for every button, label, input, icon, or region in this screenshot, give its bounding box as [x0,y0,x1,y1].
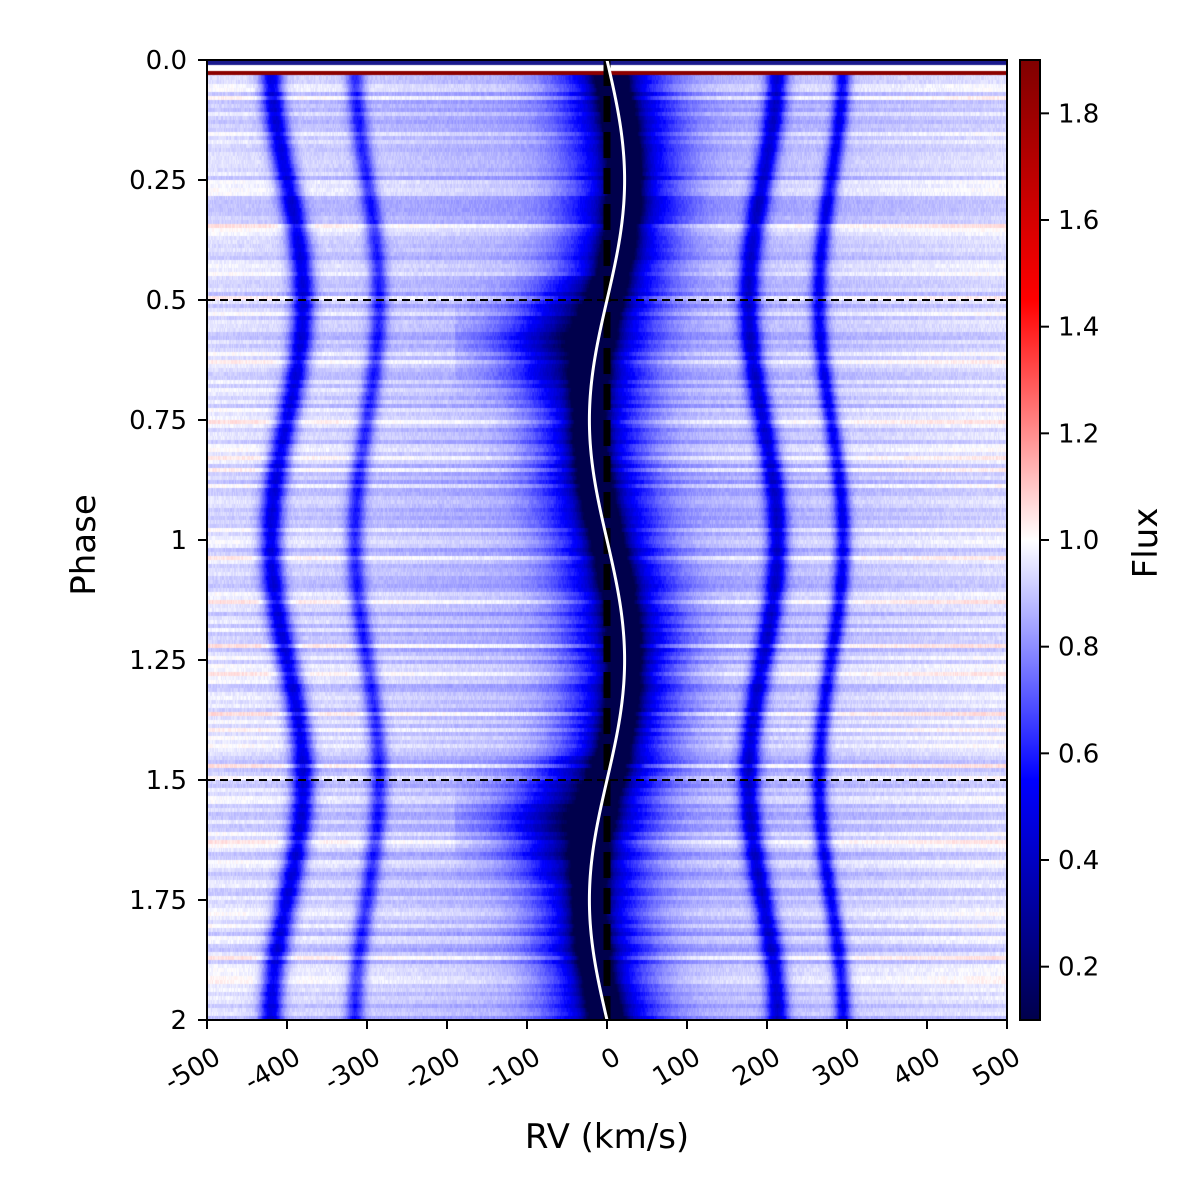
y-tick-label: 1 [170,526,187,556]
y-tick-label: 0.0 [146,46,187,76]
x-axis: -500 -400 -300 -200 -100 0 100 200 300 400 500 [160,1020,1026,1098]
y-tick-label: 1.75 [129,886,187,916]
y-tick-label: 0.25 [129,166,187,196]
colorbar-tick-label: 0.4 [1058,846,1099,876]
colorbar-tick-label: 1.2 [1058,419,1099,449]
colorbar-tick-label: 1.0 [1058,526,1099,556]
colorbar [1019,59,1041,1021]
x-tick-label: -400 [240,1042,306,1097]
x-tick-label: 400 [888,1042,946,1093]
y-axis: 0.0 0.25 0.5 0.75 1 1.25 1.5 1.75 2 [129,46,207,1036]
x-tick-label: 100 [648,1042,706,1093]
y-tick-label: 2 [170,1006,187,1036]
rv-curve [587,60,627,1020]
x-tick-label: 500 [968,1042,1026,1093]
colorbar-tick-label: 0.6 [1058,739,1099,769]
y-axis-label: Phase [64,494,104,596]
colorbar-label: Flux [1126,508,1166,579]
y-tick-label: 0.5 [146,286,187,316]
colorbar-tick-label: 0.8 [1058,633,1099,663]
x-tick-label: 0 [596,1042,625,1076]
y-tick-label: 1.25 [129,646,187,676]
x-tick-label: -100 [480,1042,546,1097]
colorbar-tick-label: 1.6 [1058,206,1099,236]
plot-overlays [207,60,1007,1020]
x-tick-label: -300 [320,1042,386,1097]
colorbar-tick-label: 1.4 [1058,313,1099,343]
x-tick-label: -500 [160,1042,226,1097]
colorbar-tick-label: 1.8 [1058,99,1099,129]
colorbar-tick-label: 0.2 [1058,953,1099,983]
x-axis-label: RV (km/s) [525,1117,689,1157]
y-tick-label: 0.75 [129,406,187,436]
colorbar-axis: 0.2 0.4 0.6 0.8 1.0 1.2 1.4 1.6 1.8 [1040,99,1099,983]
y-tick-label: 1.5 [146,766,187,796]
x-tick-label: 300 [808,1042,866,1093]
x-tick-label: -200 [400,1042,466,1097]
x-tick-label: 200 [728,1042,786,1093]
